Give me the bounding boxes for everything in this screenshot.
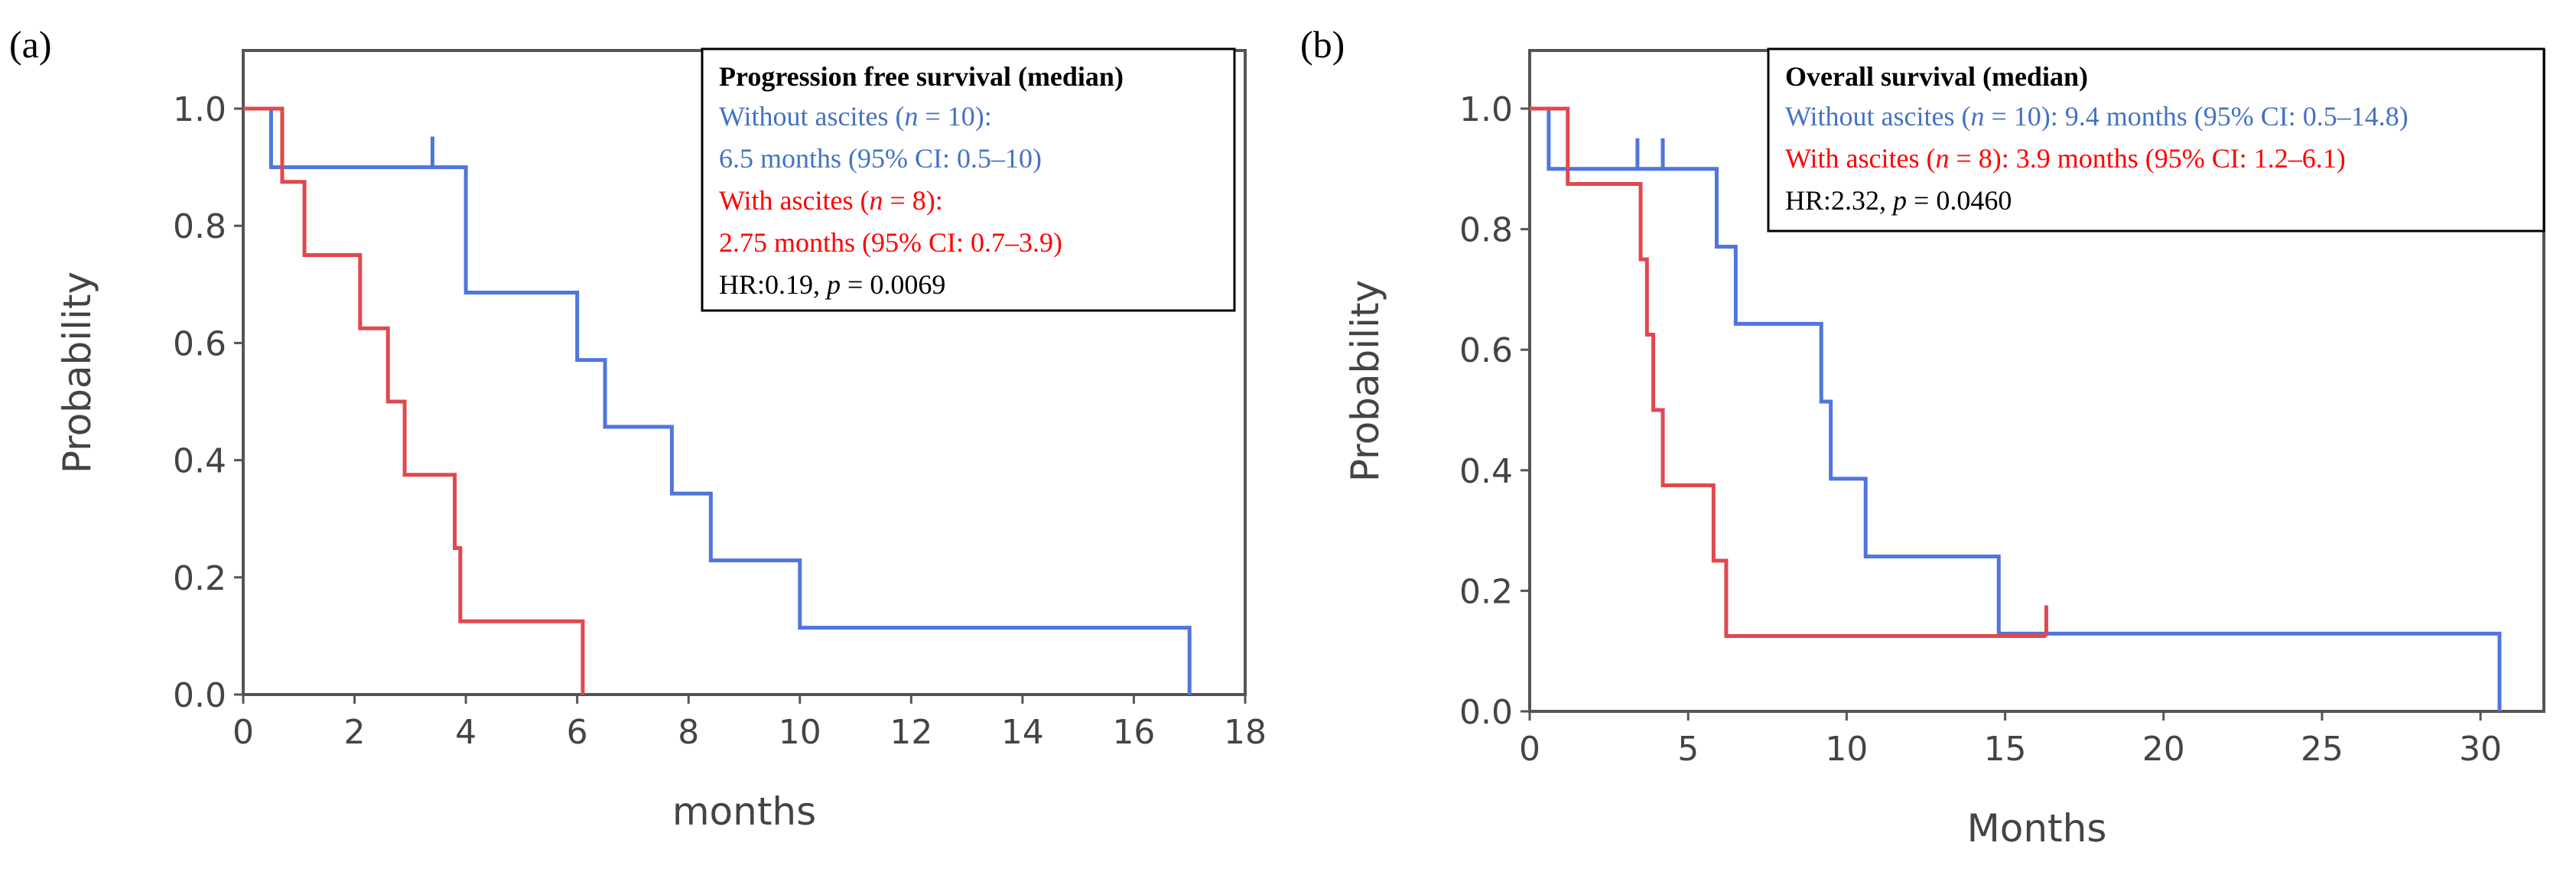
legend-entry: HR:0.19, p = 0.0069 [719, 269, 945, 300]
x-tick-label: 10 [779, 713, 821, 752]
legend-title: Progression free survival (median) [719, 61, 1124, 92]
y-tick-label: 1.0 [173, 90, 226, 129]
x-tick-label: 0 [233, 713, 254, 752]
legend-entry: With ascites (n = 8): [719, 185, 943, 216]
x-tick-label: 6 [567, 713, 588, 752]
y-tick-label: 0.8 [1459, 211, 1513, 250]
y-axis-title: Probability [55, 272, 99, 473]
legend: Progression free survival (median) Withou… [701, 47, 1236, 312]
legend-entry: Without ascites (n = 10): [719, 101, 992, 132]
x-tick-label: 4 [455, 713, 476, 752]
x-tick-label: 5 [1677, 730, 1699, 769]
panel-label: (a) [9, 23, 52, 66]
x-tick-label: 15 [1984, 730, 2027, 769]
legend-box [1767, 47, 2545, 233]
y-tick-label: 0.4 [1459, 452, 1513, 491]
panel-label: (b) [1300, 23, 1345, 66]
chart-panel-1: (b) 0 5 10 15 20 25 30 0.0 0.2 0.4 0.6 0.8 1.0 Months P… [1300, 23, 2545, 851]
y-axis-title: Probability [1343, 280, 1387, 482]
series-line-with-ascites [243, 106, 585, 695]
x-tick-label: 20 [2142, 730, 2185, 769]
series-line-with-ascites [1530, 106, 2047, 638]
x-tick-label: 16 [1112, 713, 1155, 752]
legend: Overall survival (median) Without ascites… [1767, 47, 2545, 233]
x-tick-label: 12 [890, 713, 932, 752]
legend-entry: 2.75 months (95% CI: 0.7–3.9) [719, 227, 1062, 258]
chart-panel-0: (a) 0 2 4 6 8 10 12 14 16 18 0.0 0.2 0.4 0.6 0.8 1.0 mont… [9, 23, 1267, 834]
legend-title: Overall survival (median) [1785, 61, 2088, 92]
x-tick-label: 0 [1519, 730, 1540, 769]
legend-box [701, 47, 1236, 312]
x-tick-label: 8 [678, 713, 699, 752]
y-tick-label: 0.8 [173, 207, 226, 246]
legend-entry: HR:2.32, p = 0.0460 [1785, 185, 2012, 216]
x-tick-label: 25 [2301, 730, 2343, 769]
legend-entry: Without ascites (n = 10): 9.4 months (95… [1785, 101, 2408, 132]
y-tick-label: 0.2 [1459, 572, 1513, 611]
y-tick-label: 0.0 [1459, 693, 1513, 732]
y-tick-label: 0.0 [173, 676, 226, 715]
legend-entry: 6.5 months (95% CI: 0.5–10) [719, 143, 1042, 174]
x-tick-label: 18 [1224, 713, 1267, 752]
x-axis-title: Months [1967, 806, 2107, 851]
legend-entry: With ascites (n = 8): 3.9 months (95% CI… [1785, 143, 2346, 174]
y-tick-label: 1.0 [1459, 90, 1513, 129]
x-axis-title: months [672, 789, 816, 834]
series-line-without-ascites [1530, 106, 2502, 711]
x-tick-label: 14 [1001, 713, 1044, 752]
x-tick-label: 10 [1825, 730, 1868, 769]
y-tick-label: 0.6 [173, 324, 226, 363]
x-tick-label: 30 [2459, 730, 2502, 769]
y-tick-label: 0.6 [1459, 331, 1513, 370]
y-tick-label: 0.2 [173, 559, 226, 598]
x-tick-label: 2 [344, 713, 366, 752]
y-tick-label: 0.4 [173, 442, 226, 481]
